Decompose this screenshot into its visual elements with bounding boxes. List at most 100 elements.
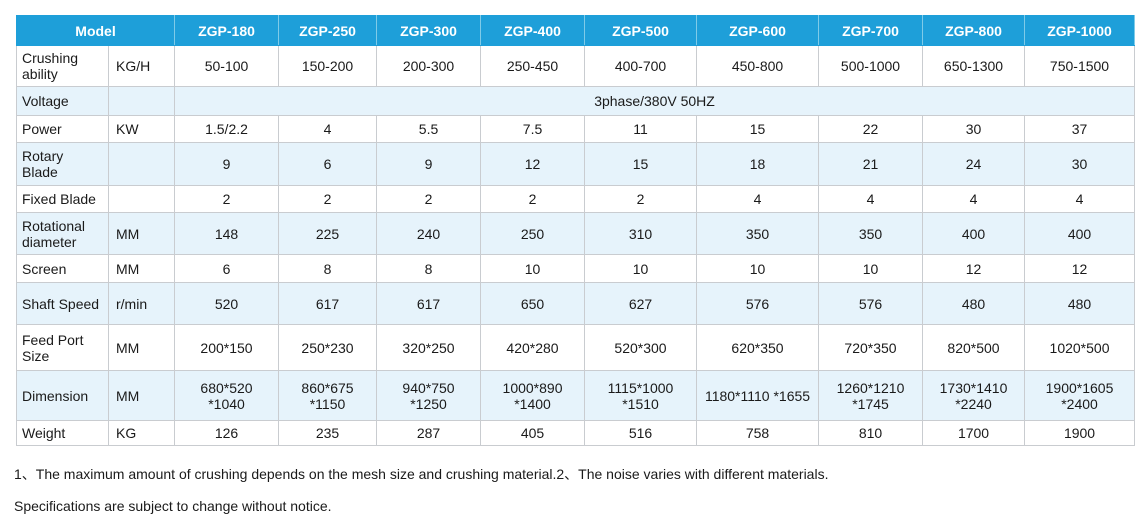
row-unit [107,142,176,186]
row-label: Weight [16,420,109,446]
table-cell: 12 [922,254,1026,283]
table-cell: 225 [278,212,378,255]
footnote-remarks: 1、The maximum amount of crushing depends… [14,466,829,482]
table-cell: 1180*1110 *1655 [696,370,820,421]
table-cell: 350 [818,212,924,255]
table-cell: 6 [174,254,280,283]
table-cell: 940*750 *1250 [376,370,482,421]
table-cell: 1900*1605 *2400 [1024,370,1136,421]
table-cell: 480 [1024,282,1136,325]
row-label: Feed Port Size [16,324,109,371]
table-cell: 405 [480,420,586,446]
table-cell: 2 [376,185,482,213]
footnote-disclaimer: Specifications are subject to change wit… [14,498,332,514]
table-cell: 2 [278,185,378,213]
table-cell: 150-200 [278,45,378,87]
row-label: Shaft Speed [16,282,109,325]
model-column-header: ZGP-600 [696,15,820,46]
table-cell: 148 [174,212,280,255]
table-cell: 1115*1000 *1510 [584,370,698,421]
table-cell: 9 [376,142,482,186]
table-cell: 4 [696,185,820,213]
table-cell: 10 [480,254,586,283]
table-cell: 680*520 *1040 [174,370,280,421]
row-unit: MM [107,324,176,371]
model-header: Model [15,15,176,46]
table-cell: 12 [480,142,586,186]
table-cell: 1020*500 [1024,324,1136,371]
table-cell: 2 [584,185,698,213]
row-unit: KG [107,420,176,446]
table-cell: 480 [922,282,1026,325]
table-cell: 30 [922,115,1026,143]
table-cell: 1700 [922,420,1026,446]
table-cell: 7.5 [480,115,586,143]
row-label: Screen [16,254,109,283]
table-cell: 200*150 [174,324,280,371]
row-unit: MM [107,212,176,255]
table-cell: 4 [278,115,378,143]
table-cell: 420*280 [480,324,586,371]
spec-table: Model ZGP-180 ZGP-250 ZGP-300 ZGP-400 ZG… [15,15,1136,446]
row-screen: Screen MM 6 8 8 10 10 10 10 12 12 [16,254,1136,283]
table-cell: 50-100 [174,45,280,87]
table-cell: 12 [1024,254,1136,283]
table-cell: 2 [480,185,586,213]
table-cell: 200-300 [376,45,482,87]
table-cell: 758 [696,420,820,446]
table-cell: 750-1500 [1024,45,1136,87]
row-label: Rotary Blade [16,142,109,186]
table-cell: 576 [696,282,820,325]
model-column-header: ZGP-180 [174,15,280,46]
table-cell: 4 [818,185,924,213]
row-label: Dimension [16,370,109,421]
table-cell: 4 [1024,185,1136,213]
row-fixed-blade: Fixed Blade 2 2 2 2 2 4 4 4 4 [16,185,1136,213]
table-cell: 860*675 *1150 [278,370,378,421]
table-cell: 500-1000 [818,45,924,87]
table-cell: 320*250 [376,324,482,371]
row-voltage: Voltage 3phase/380V 50HZ [16,86,1136,116]
row-label: Power [16,115,109,143]
table-cell: 1730*1410 *2240 [922,370,1026,421]
row-weight: Weight KG 126 235 287 405 516 758 810 17… [16,420,1136,446]
table-cell: 126 [174,420,280,446]
table-cell: 1000*890 *1400 [480,370,586,421]
model-column-header: ZGP-1000 [1024,15,1136,46]
table-cell: 400 [1024,212,1136,255]
table-cell: 617 [376,282,482,325]
table-cell: 6 [278,142,378,186]
table-cell: 400 [922,212,1026,255]
table-cell: 24 [922,142,1026,186]
row-crushing-ability: Crushing ability KG/H 50-100 150-200 200… [16,45,1136,87]
row-unit: KW [107,115,176,143]
row-unit: MM [107,370,176,421]
row-rotary-blade: Rotary Blade 9 6 9 12 15 18 21 24 30 [16,142,1136,186]
table-cell: 310 [584,212,698,255]
table-cell: 22 [818,115,924,143]
table-cell: 250 [480,212,586,255]
table-cell: 37 [1024,115,1136,143]
table-cell: 650-1300 [922,45,1026,87]
table-cell: 240 [376,212,482,255]
row-label: Voltage [16,86,109,116]
row-feed-port-size: Feed Port Size MM 200*150 250*230 320*25… [16,324,1136,371]
table-cell: 820*500 [922,324,1026,371]
table-cell: 15 [584,142,698,186]
table-cell: 21 [818,142,924,186]
table-cell: 250-450 [480,45,586,87]
row-label: Rotational diameter [16,212,109,255]
table-cell: 576 [818,282,924,325]
table-cell: 15 [696,115,820,143]
model-column-header: ZGP-800 [922,15,1026,46]
table-cell: 10 [696,254,820,283]
table-cell: 620*350 [696,324,820,371]
model-column-header: ZGP-250 [278,15,378,46]
row-unit [107,185,176,213]
table-cell: 235 [278,420,378,446]
table-cell: 400-700 [584,45,698,87]
table-cell: 5.5 [376,115,482,143]
row-rotational-diameter: Rotational diameter MM 148 225 240 250 3… [16,212,1136,255]
table-cell: 1260*1210 *1745 [818,370,924,421]
row-unit: MM [107,254,176,283]
